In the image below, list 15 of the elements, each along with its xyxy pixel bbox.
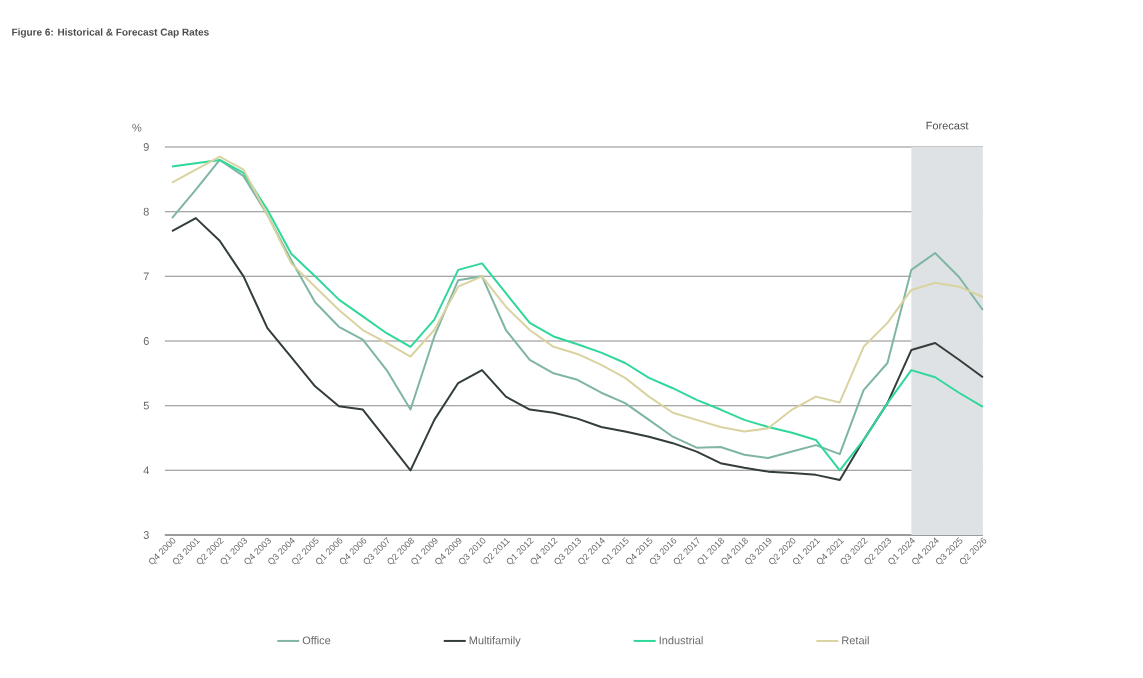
legend-label: Office	[302, 636, 331, 645]
chart-title: Figure 6: Historical & Forecast Cap Rates	[12, 28, 209, 38]
y-tick-label: 5	[143, 401, 149, 410]
legend-label: Retail	[842, 636, 869, 645]
band-label: Forecast	[926, 121, 969, 130]
y-tick-label: 6	[143, 337, 149, 345]
line-series	[171, 217, 984, 482]
y-tick-label: 7	[143, 272, 149, 281]
y-tick-label: 4	[143, 466, 149, 475]
y-tick-label: 9	[143, 143, 149, 151]
y-tick-label: 8	[143, 207, 149, 216]
legend-label: Industrial	[659, 636, 703, 645]
y-axis-title: %	[132, 123, 142, 132]
y-tick-label: 3	[143, 531, 149, 539]
legend-label: Multifamily	[469, 636, 521, 647]
